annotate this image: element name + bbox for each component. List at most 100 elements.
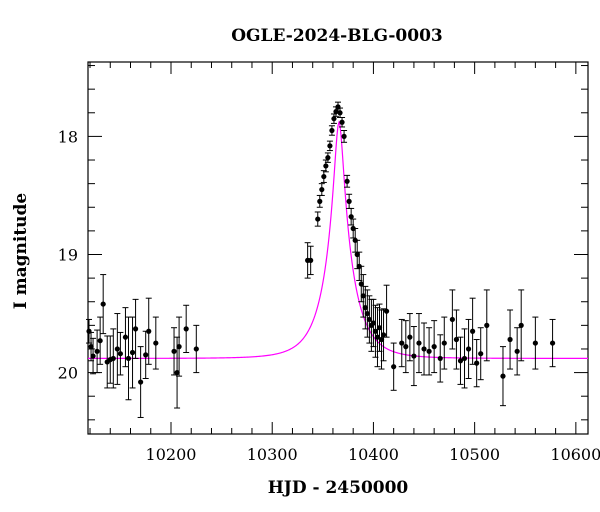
y-tick-label: 20: [58, 364, 78, 383]
data-marker: [441, 340, 447, 346]
data-marker: [193, 346, 199, 352]
model-curve: [88, 120, 588, 359]
data-point: [477, 327, 484, 381]
data-marker: [514, 348, 520, 354]
data-point: [514, 327, 521, 376]
data-point: [137, 346, 144, 418]
y-tick-label: 18: [58, 127, 78, 146]
data-point: [402, 320, 409, 374]
data-marker: [153, 340, 159, 346]
data-marker: [500, 373, 506, 379]
data-marker: [478, 351, 484, 357]
data-point: [499, 346, 506, 407]
data-marker: [437, 355, 443, 362]
data-point: [354, 239, 361, 270]
axis-ticks: [88, 62, 588, 434]
data-point: [100, 274, 107, 335]
data-points-layer: [86, 101, 556, 418]
data-marker: [110, 355, 116, 362]
chart-title: OGLE-2024-BLG-0003: [231, 26, 443, 46]
data-marker: [532, 340, 538, 346]
data-marker: [319, 186, 325, 193]
data-marker: [176, 344, 182, 350]
data-marker: [421, 346, 427, 352]
data-point: [326, 140, 333, 152]
data-point: [390, 342, 397, 391]
data-point: [97, 316, 104, 365]
data-point: [314, 211, 321, 227]
data-point: [383, 284, 390, 338]
plot-area: [86, 61, 589, 435]
data-point: [117, 331, 124, 376]
data-marker: [321, 173, 327, 180]
data-marker: [341, 133, 347, 139]
data-marker: [457, 358, 464, 364]
data-marker: [125, 355, 132, 362]
data-point: [152, 316, 159, 370]
data-point: [415, 313, 422, 374]
data-marker: [426, 348, 432, 354]
data-marker: [331, 116, 337, 122]
data-marker: [370, 320, 377, 326]
data-marker: [449, 316, 455, 323]
tick-labels: 10200 10300 10400 10500 10600 18 19 20: [58, 127, 600, 464]
data-point: [339, 117, 346, 128]
data-marker: [346, 198, 352, 204]
data-marker: [317, 198, 323, 204]
data-marker: [94, 348, 100, 354]
data-marker: [372, 328, 379, 334]
data-point: [90, 337, 97, 375]
data-marker: [171, 348, 177, 354]
data-marker: [470, 328, 476, 334]
data-point: [122, 307, 129, 368]
data-marker: [117, 351, 123, 357]
data-marker: [323, 163, 329, 169]
data-point: [330, 113, 337, 124]
y-axis-label: I magnitude: [11, 193, 31, 310]
data-point: [431, 320, 438, 374]
data-marker: [143, 352, 149, 358]
x-tick-label: 10600: [550, 445, 600, 464]
x-tick-label: 10500: [449, 445, 500, 464]
data-marker: [174, 369, 180, 376]
data-marker: [348, 214, 354, 220]
x-tick-label: 10400: [348, 445, 399, 464]
data-marker: [354, 251, 360, 258]
data-marker: [378, 336, 385, 343]
data-marker: [411, 353, 417, 359]
x-axis-label: HJD - 2450000: [268, 478, 409, 498]
data-point: [318, 183, 325, 196]
data-point: [453, 309, 460, 370]
data-point: [125, 316, 132, 401]
data-marker: [484, 322, 490, 328]
data-marker: [376, 325, 383, 331]
plot-frame: [87, 61, 589, 435]
data-marker: [360, 293, 366, 299]
data-point: [328, 125, 335, 136]
data-marker: [416, 340, 422, 346]
data-point: [341, 129, 348, 143]
data-point: [324, 152, 331, 163]
data-point: [380, 308, 387, 362]
data-point: [532, 316, 539, 370]
data-marker: [122, 334, 129, 340]
data-point: [114, 313, 121, 385]
data-point: [316, 194, 323, 208]
data-marker: [431, 344, 437, 350]
data-marker: [474, 360, 480, 366]
data-point: [473, 339, 480, 388]
data-marker: [90, 353, 96, 359]
data-point: [457, 336, 464, 385]
data-point: [145, 297, 152, 365]
data-marker: [315, 216, 321, 222]
data-point: [348, 207, 355, 226]
data-marker: [132, 326, 139, 332]
data-point: [378, 309, 385, 370]
data-point: [449, 289, 456, 350]
model-curve-layer: [88, 120, 588, 359]
data-point: [426, 327, 433, 376]
data-marker: [339, 119, 345, 125]
data-point: [461, 328, 468, 389]
data-marker: [114, 346, 120, 352]
